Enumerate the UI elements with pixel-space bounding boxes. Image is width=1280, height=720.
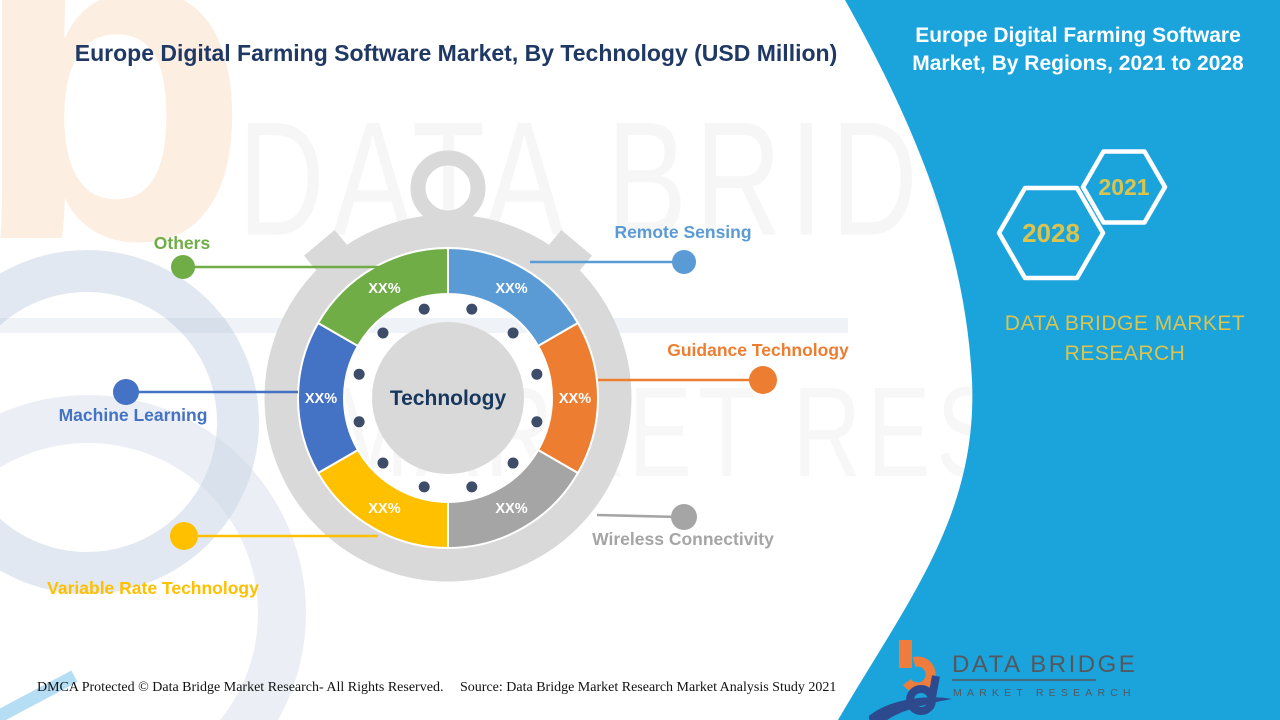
- callout-dot-machine-learning: [113, 379, 139, 405]
- logo-swoosh-icon: [868, 697, 952, 720]
- footer-source: Source: Data Bridge Market Research Mark…: [460, 680, 837, 695]
- stopwatch-body-icon: [264, 150, 632, 582]
- brand-text-line1: DATA BRIDGE MARKET: [1004, 312, 1246, 335]
- tick-dot-icon: [466, 303, 478, 315]
- callout-label-variable-rate-technology: Variable Rate Technology: [47, 578, 259, 598]
- tick-dot-icon: [377, 327, 389, 339]
- hexagon-2021: [1080, 149, 1168, 225]
- right-panel: 2021 2028 DATA BRIDGE MARKET RESEARCH: [838, 0, 1280, 720]
- tick-dot-icon: [353, 368, 365, 380]
- callout-dot-guidance-technology: [749, 366, 777, 394]
- tick-dot-icon: [418, 481, 430, 493]
- tick-dot-icon: [466, 481, 478, 493]
- segment-value-variable-rate-technology: XX%: [368, 501, 400, 517]
- right-panel-title-line2: Market, By Regions, 2021 to 2028: [912, 52, 1244, 75]
- segment-value-wireless-connectivity: XX%: [495, 501, 527, 517]
- donut-segment-others: [316, 246, 449, 348]
- year-hexagons: 2021 2028: [996, 149, 1168, 281]
- right-panel-background: [838, 0, 1280, 720]
- right-panel-title: Europe Digital Farming Software Market, …: [882, 22, 1274, 78]
- dbmr-logo: DATA BRIDGE MARKET RESEARCH: [868, 640, 1137, 720]
- callout-dot-others: [171, 255, 195, 279]
- tick-dot-icon: [377, 457, 389, 469]
- logo-title: DATA BRIDGE: [952, 651, 1137, 678]
- callout-label-remote-sensing: Remote Sensing: [614, 222, 751, 242]
- callout-dot-remote-sensing: [672, 250, 696, 274]
- background-band: [0, 318, 848, 333]
- segment-value-machine-learning: XX%: [305, 391, 337, 407]
- logo-subtitle: MARKET RESEARCH: [953, 687, 1136, 699]
- segment-value-guidance-technology: XX%: [559, 391, 591, 407]
- brand-text-line2: RESEARCH: [1064, 342, 1186, 365]
- hexagon-label-2021: 2021: [1098, 174, 1149, 200]
- tick-dot-icon: [531, 416, 543, 428]
- right-panel-title-line1: Europe Digital Farming Software: [915, 24, 1241, 47]
- logo-b-bowl-icon: [902, 656, 936, 693]
- logo-b-bar-icon: [899, 640, 912, 668]
- callout-label-guidance-technology: Guidance Technology: [667, 340, 849, 360]
- footer-dmca: DMCA Protected © Data Bridge Market Rese…: [37, 680, 444, 695]
- segment-value-others: XX%: [368, 281, 400, 297]
- segment-value-remote-sensing: XX%: [495, 281, 527, 297]
- callout-line-wireless-connectivity: [596, 513, 681, 519]
- hexagon-2028: [996, 185, 1106, 281]
- chart-center-hub: [372, 322, 524, 474]
- hexagon-label-2028: 2028: [1022, 218, 1080, 248]
- tick-dot-icon: [353, 416, 365, 428]
- callout-dot-variable-rate-technology: [170, 522, 198, 550]
- tick-dot-icon: [531, 368, 543, 380]
- tick-dot-icon: [507, 327, 519, 339]
- callout-label-wireless-connectivity: Wireless Connectivity: [592, 529, 774, 549]
- callout-label-machine-learning: Machine Learning: [59, 405, 208, 425]
- page-title: Europe Digital Farming Software Market, …: [74, 40, 838, 66]
- callout-dot-wireless-connectivity: [671, 504, 697, 530]
- callout-label-others: Others: [154, 233, 211, 253]
- tick-dot-icon: [507, 457, 519, 469]
- chart-center-label: Technology: [390, 387, 507, 410]
- tick-dot-icon: [418, 303, 430, 315]
